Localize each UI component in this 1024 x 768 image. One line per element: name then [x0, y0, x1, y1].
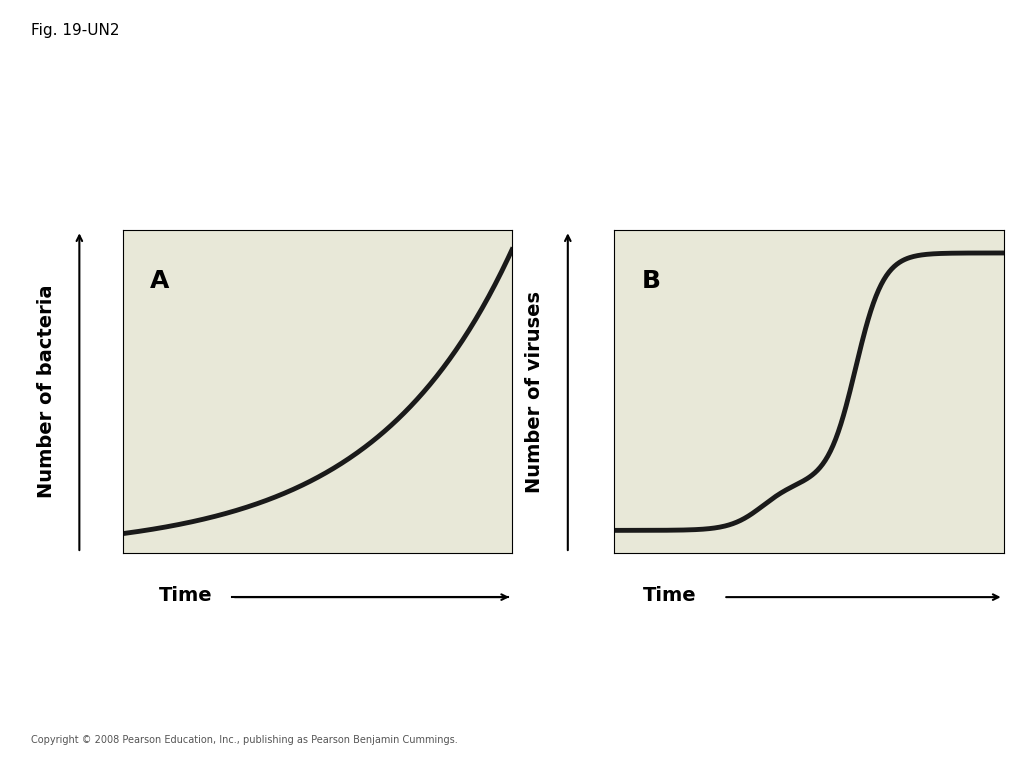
Text: Time: Time: [159, 586, 212, 604]
Text: A: A: [151, 269, 170, 293]
Text: Time: Time: [643, 586, 696, 604]
Text: B: B: [642, 269, 660, 293]
Text: Number of viruses: Number of viruses: [525, 290, 544, 493]
Text: Fig. 19-UN2: Fig. 19-UN2: [31, 23, 119, 38]
Text: Copyright © 2008 Pearson Education, Inc., publishing as Pearson Benjamin Cumming: Copyright © 2008 Pearson Education, Inc.…: [31, 735, 458, 745]
Text: Number of bacteria: Number of bacteria: [37, 285, 55, 498]
